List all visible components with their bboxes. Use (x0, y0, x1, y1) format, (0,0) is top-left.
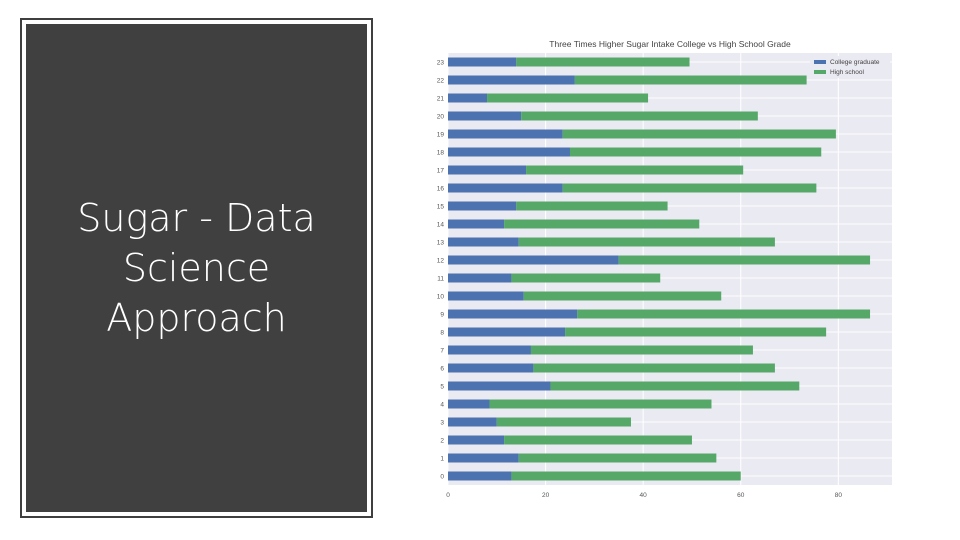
bar-high-school-1 (518, 453, 717, 463)
bar-high-school-9 (577, 309, 871, 319)
y-tick-label: 23 (437, 59, 445, 66)
y-tick-label: 0 (440, 473, 444, 480)
bar-high-school-13 (518, 237, 775, 247)
bar-high-school-3 (496, 417, 631, 427)
bar-college-6 (448, 363, 534, 373)
bar-high-school-4 (489, 399, 712, 409)
bar-college-15 (448, 201, 517, 211)
bar-college-23 (448, 57, 517, 67)
bar-college-11 (448, 273, 512, 283)
bar-college-1 (448, 453, 519, 463)
title-panel-inner: Sugar - Data Science Approach (26, 24, 367, 512)
bar-college-2 (448, 435, 505, 445)
bar-college-21 (448, 93, 488, 103)
y-tick-label: 22 (437, 77, 445, 84)
bar-high-school-23 (516, 57, 690, 67)
bar-high-school-22 (574, 75, 807, 85)
bar-high-school-6 (533, 363, 775, 373)
bar-college-22 (448, 75, 575, 85)
bar-high-school-17 (526, 165, 744, 175)
plot-background (448, 53, 892, 485)
bar-high-school-12 (618, 255, 871, 265)
bar-college-4 (448, 399, 490, 409)
bar-high-school-21 (487, 93, 649, 103)
bar-college-13 (448, 237, 519, 247)
y-tick-label: 2 (440, 437, 444, 444)
bar-college-19 (448, 129, 563, 139)
x-tick-label: 20 (542, 492, 550, 499)
y-tick-label: 18 (437, 149, 445, 156)
chart-title: Three Times Higher Sugar Intake College … (549, 39, 791, 49)
x-tick-label: 0 (446, 492, 450, 499)
legend-swatch-high-school (814, 70, 826, 74)
y-tick-label: 16 (437, 185, 445, 192)
bar-high-school-19 (562, 129, 836, 139)
y-tick-label: 3 (440, 419, 444, 426)
chart-legend: College graduate High school (810, 56, 890, 78)
y-tick-label: 4 (440, 401, 444, 408)
bar-college-20 (448, 111, 522, 121)
y-tick-label: 20 (437, 113, 445, 120)
bar-high-school-8 (565, 327, 827, 337)
bar-high-school-15 (516, 201, 668, 211)
y-tick-label: 1 (440, 455, 444, 462)
bar-high-school-2 (504, 435, 692, 445)
bar-college-17 (448, 165, 527, 175)
x-tick-labels: 0 20 40 60 80 (446, 492, 842, 499)
bar-high-school-14 (504, 219, 700, 229)
bar-college-3 (448, 417, 497, 427)
y-tick-label: 12 (437, 257, 445, 264)
legend-swatch-college (814, 60, 826, 64)
legend-box (810, 56, 890, 78)
bar-high-school-20 (521, 111, 758, 121)
x-tick-label: 60 (737, 492, 745, 499)
bar-college-5 (448, 381, 551, 391)
y-tick-label: 19 (437, 131, 445, 138)
x-tick-label: 40 (640, 492, 648, 499)
bar-college-7 (448, 345, 531, 355)
bar-high-school-5 (550, 381, 800, 391)
y-tick-label: 9 (440, 311, 444, 318)
bar-college-12 (448, 255, 619, 265)
bar-high-school-16 (562, 183, 817, 193)
bar-college-16 (448, 183, 563, 193)
y-tick-label: 11 (437, 275, 444, 282)
title-panel: Sugar - Data Science Approach (20, 18, 373, 518)
legend-label-college: College graduate (830, 59, 880, 66)
y-tick-label: 10 (437, 293, 445, 300)
y-tick-label: 7 (440, 347, 444, 354)
y-tick-label: 8 (440, 329, 444, 336)
bar-high-school-7 (530, 345, 753, 355)
bar-college-9 (448, 309, 578, 319)
y-tick-label: 14 (437, 221, 445, 228)
y-tick-label: 21 (437, 95, 445, 102)
bars (448, 57, 871, 481)
y-tick-label: 5 (440, 383, 444, 390)
bar-high-school-11 (511, 273, 661, 283)
y-tick-label: 13 (437, 239, 445, 246)
bar-high-school-0 (511, 471, 741, 481)
slide-title: Sugar - Data Science Approach (77, 196, 316, 340)
bar-high-school-18 (569, 147, 822, 157)
x-tick-label: 80 (835, 492, 843, 499)
bar-college-18 (448, 147, 570, 157)
bar-college-10 (448, 291, 524, 301)
legend-label-high-school: High school (830, 69, 865, 76)
y-tick-label: 15 (437, 203, 445, 210)
bar-high-school-10 (523, 291, 722, 301)
bar-college-0 (448, 471, 512, 481)
y-tick-label: 6 (440, 365, 444, 372)
bar-college-14 (448, 219, 505, 229)
y-tick-label: 17 (437, 167, 445, 174)
bar-college-8 (448, 327, 566, 337)
